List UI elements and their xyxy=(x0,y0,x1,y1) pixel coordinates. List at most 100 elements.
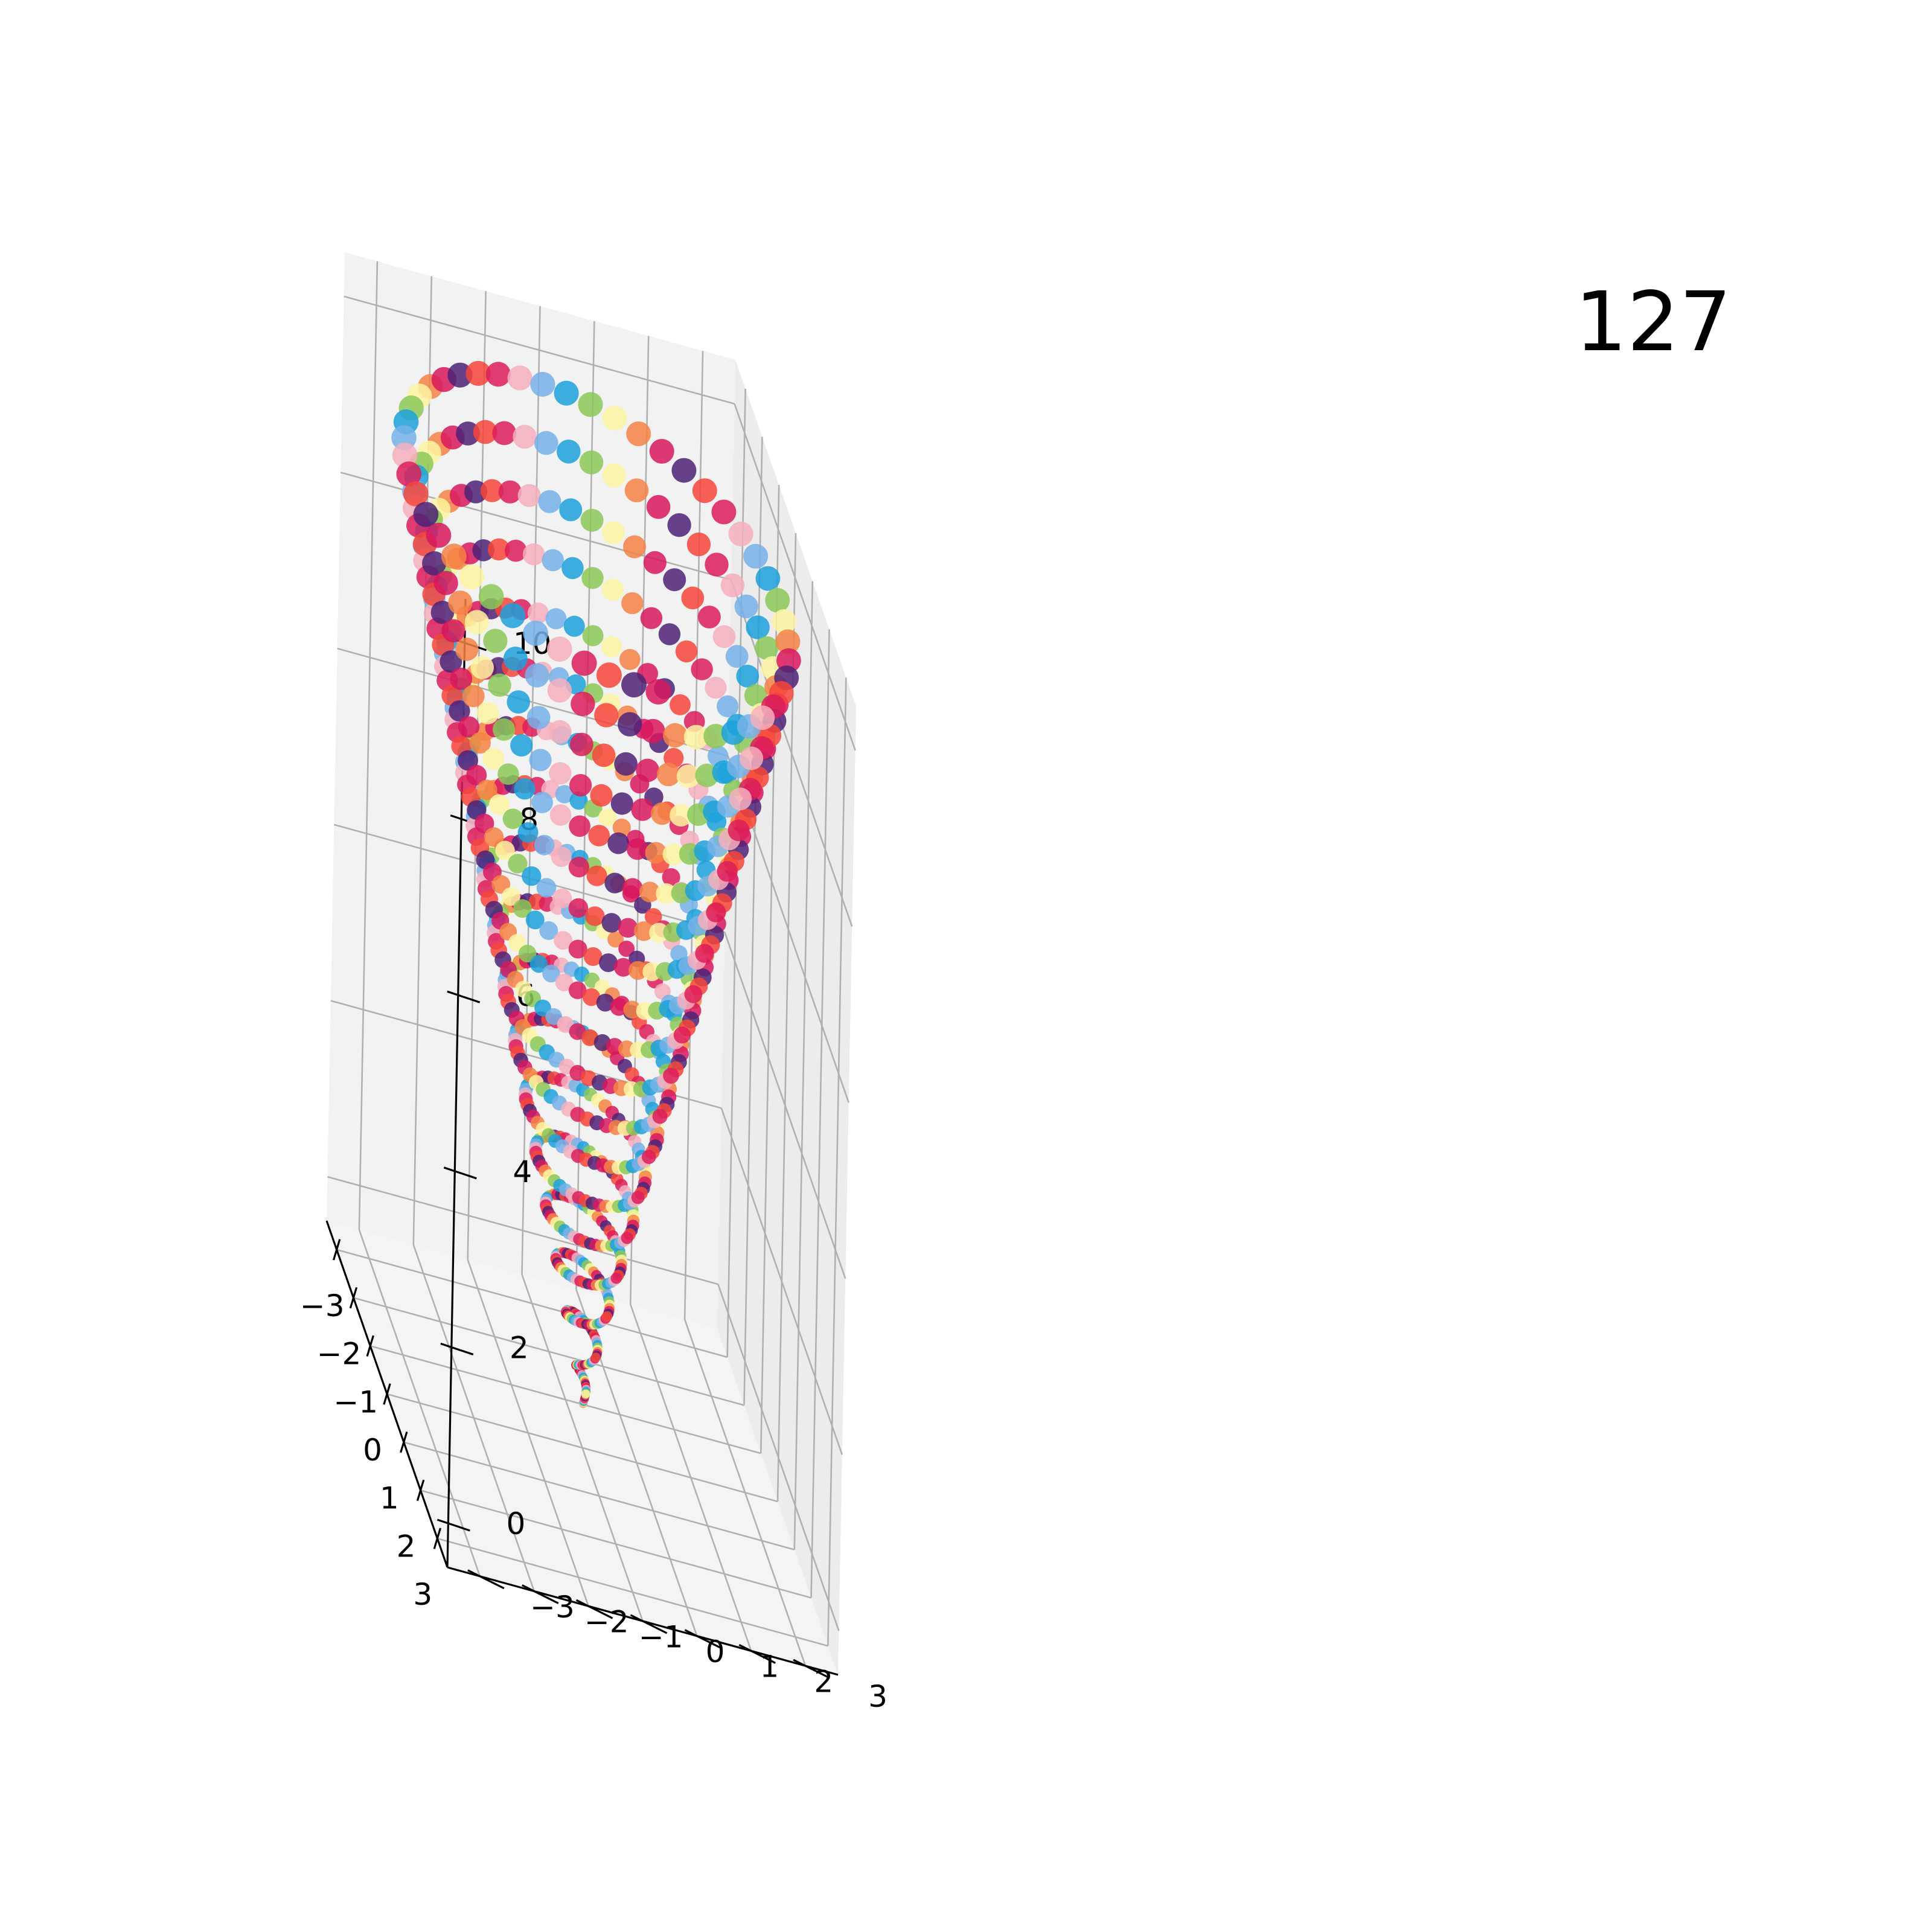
scatter-point xyxy=(601,578,624,601)
scatter-point xyxy=(590,784,613,807)
scatter-point xyxy=(548,720,572,744)
scatter-point xyxy=(517,484,541,507)
scatter-point xyxy=(642,1150,656,1164)
scatter-point xyxy=(596,993,615,1012)
scatter-point xyxy=(705,552,729,577)
scatter-point xyxy=(581,567,604,589)
scatter-point xyxy=(487,538,510,561)
x-tick-label: 3 xyxy=(413,1577,432,1612)
scatter-point xyxy=(534,834,555,856)
scatter-point xyxy=(613,958,633,977)
grid-line-y-floor xyxy=(412,1244,536,1591)
scatter-point xyxy=(476,702,499,724)
scatter-point xyxy=(656,883,677,904)
scatter-point xyxy=(610,1272,622,1284)
scatter-point xyxy=(711,499,737,525)
scatter-point xyxy=(580,508,604,532)
scatter-point xyxy=(602,405,627,431)
scatter-point xyxy=(649,923,669,943)
scatter-point xyxy=(775,629,801,654)
scatter-point xyxy=(430,601,455,624)
scatter-point xyxy=(502,887,520,906)
scatter-point xyxy=(579,450,604,475)
scatter-point xyxy=(725,645,749,668)
scatter-points xyxy=(391,360,801,1409)
x-tick xyxy=(433,1527,442,1549)
x-tick xyxy=(349,1287,358,1309)
scatter-point xyxy=(602,521,625,545)
x-tick-label: 2 xyxy=(397,1529,416,1564)
scatter-point xyxy=(671,458,697,483)
scatter-point xyxy=(569,981,587,999)
scatter-point xyxy=(517,822,539,843)
scatter-point xyxy=(621,672,647,698)
scatter-point xyxy=(542,964,560,983)
scatter-point xyxy=(610,997,628,1016)
scatter-point xyxy=(582,625,604,647)
grid-line-y-side xyxy=(412,276,433,1245)
scatter-point xyxy=(746,615,770,639)
scatter-point xyxy=(598,808,617,827)
scatter-point xyxy=(568,857,590,878)
grid-line-z-back xyxy=(734,403,856,751)
scatter-point xyxy=(601,636,622,657)
scatter-point xyxy=(705,677,727,699)
grid-line-z-back xyxy=(724,932,846,1279)
scatter-point xyxy=(559,498,583,522)
scatter-point xyxy=(663,568,686,592)
scatter-point xyxy=(465,360,491,386)
scatter-point xyxy=(594,703,619,728)
scatter-point xyxy=(610,792,633,815)
scatter-point xyxy=(618,918,638,938)
scatter-point xyxy=(614,752,638,776)
grid-line-y-floor xyxy=(467,1259,589,1607)
y-tick xyxy=(793,1659,830,1679)
scatter-point xyxy=(447,362,473,388)
y-tick xyxy=(575,1599,613,1619)
scatter-point xyxy=(624,478,649,502)
scatter-point xyxy=(522,866,542,886)
scatter-point xyxy=(422,551,447,576)
scatter-point xyxy=(729,787,752,810)
scatter-point xyxy=(466,764,487,785)
scatter-point xyxy=(686,533,711,557)
scatter-point xyxy=(728,819,750,842)
scatter-point xyxy=(561,557,584,580)
scatter-point xyxy=(570,732,593,756)
scatter-point xyxy=(571,691,595,717)
scatter-point xyxy=(529,955,548,973)
z-tick-label: 2 xyxy=(510,1330,529,1365)
scatter-point xyxy=(639,881,661,903)
scatter-point xyxy=(636,758,659,782)
scatter-point xyxy=(602,463,626,488)
x-tick-label: −3 xyxy=(300,1288,345,1323)
grid-line-x-back xyxy=(743,437,763,1406)
scatter-point xyxy=(557,440,581,464)
scatter-point xyxy=(470,656,494,679)
scatter-point xyxy=(626,838,648,860)
scatter-point xyxy=(525,663,549,688)
scatter-point xyxy=(663,1067,679,1084)
scatter-point xyxy=(612,818,631,837)
scatter-point xyxy=(599,953,618,973)
scatter-point xyxy=(592,743,616,767)
scatter-point xyxy=(618,941,635,957)
scatter-point xyxy=(549,804,572,826)
scatter-point xyxy=(508,854,528,874)
scatter-point xyxy=(619,648,641,670)
y-tick-label: 2 xyxy=(814,1664,833,1699)
scatter-point xyxy=(547,678,572,703)
scatter-point xyxy=(652,1108,668,1124)
scatter-point xyxy=(475,813,494,834)
scatter-point xyxy=(455,638,479,661)
scatter-point xyxy=(456,421,480,446)
scatter-point xyxy=(717,861,738,882)
scatter-point xyxy=(706,902,726,923)
scatter-point xyxy=(529,749,552,772)
scatter-point xyxy=(634,921,654,941)
z-tick-label: 4 xyxy=(513,1154,532,1189)
scatter-point xyxy=(510,734,533,757)
scatter-point xyxy=(717,695,739,717)
grid-line-z-side xyxy=(344,295,735,405)
scatter-point xyxy=(691,658,713,680)
